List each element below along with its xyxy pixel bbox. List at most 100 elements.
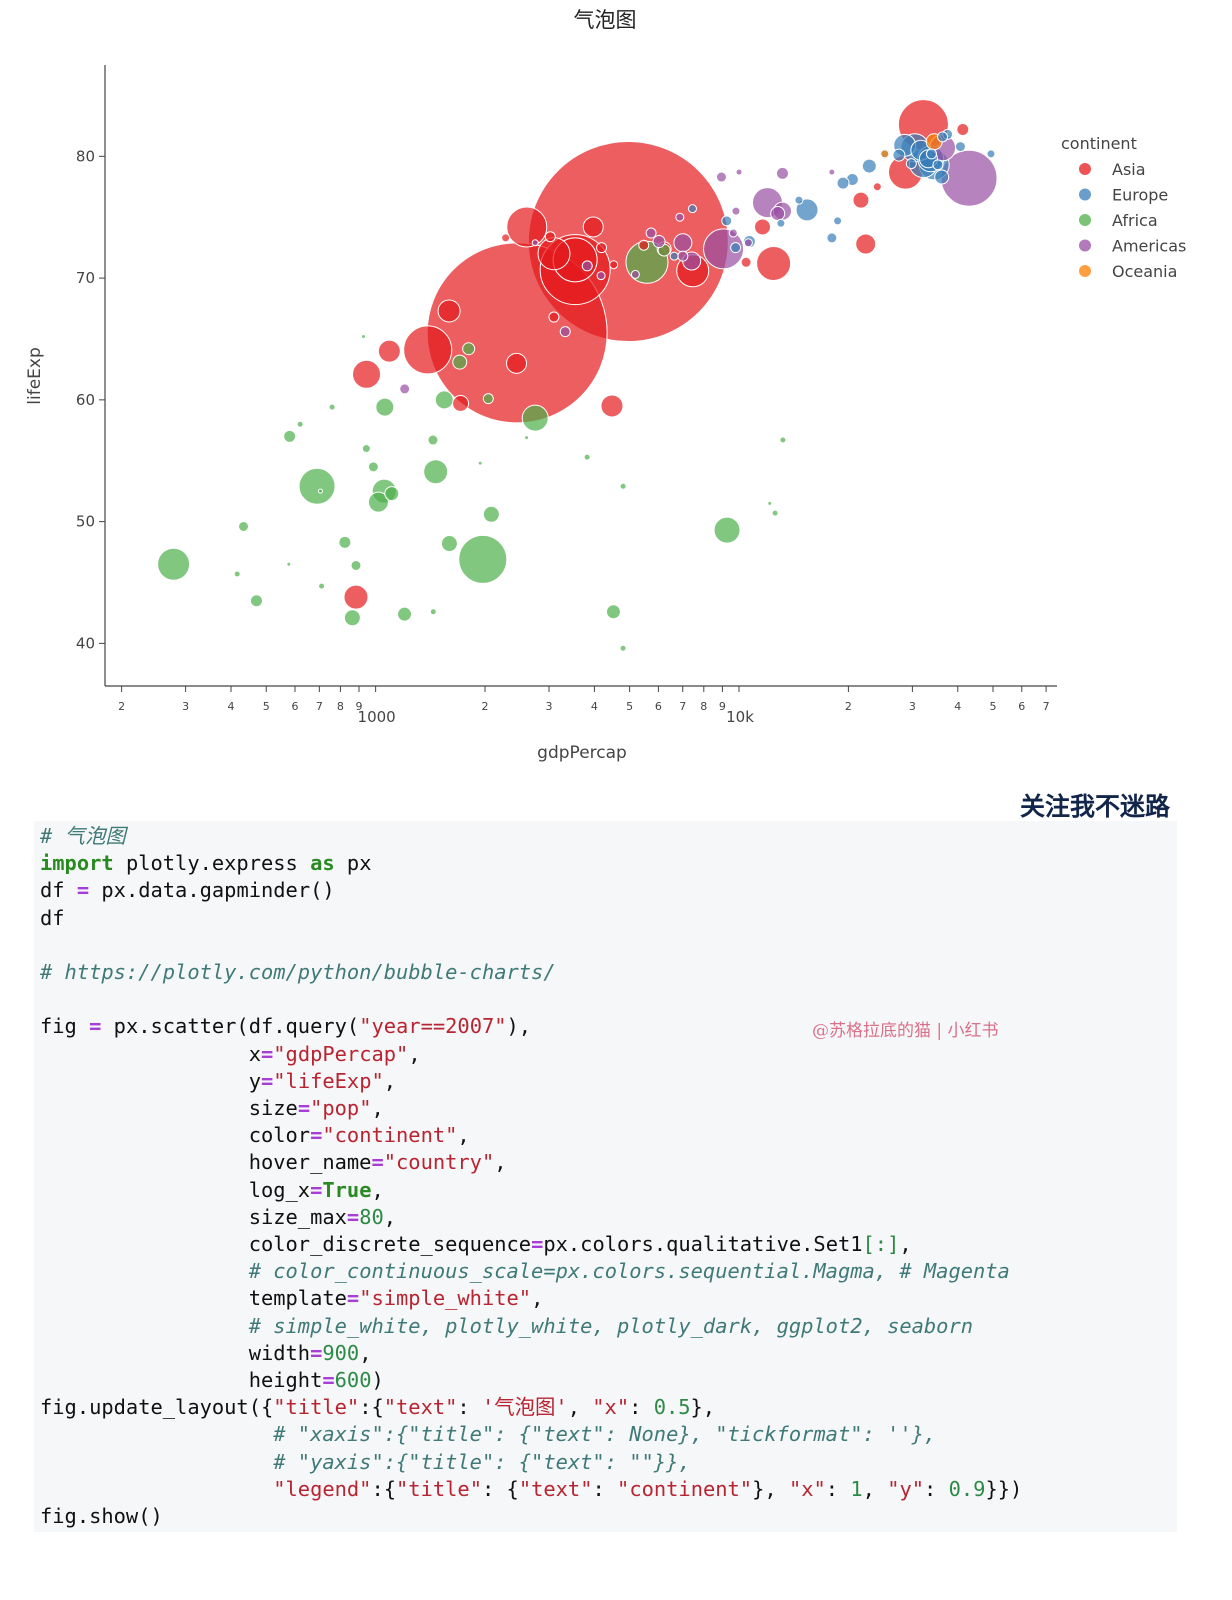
code-line: fig.show() [40, 1504, 163, 1528]
bubble-africa [233, 570, 241, 578]
code-token: color_discrete_sequence [40, 1232, 532, 1257]
code-line: fig = px.scatter(df.query("year==2007"), [40, 1014, 531, 1038]
code-token: = [310, 1340, 323, 1365]
code-line: size_max=80, [40, 1205, 396, 1229]
code-token: : [924, 1476, 949, 1501]
bubble-europe [687, 204, 697, 214]
x-tick-label: 4 [591, 700, 598, 713]
code-token: px.colors.qualitative.Set1 [543, 1232, 863, 1257]
code-token: "continent" [617, 1476, 753, 1501]
code-line: df [40, 906, 65, 930]
bubble-layer [157, 99, 998, 652]
code-token [40, 1314, 249, 1338]
code-token: # 气泡图 [40, 824, 126, 848]
bubble-americas [775, 166, 789, 180]
code-token: }, [690, 1395, 716, 1420]
code-token: 0.9 [948, 1476, 986, 1501]
bubble-asia [437, 299, 461, 323]
bubble-africa [283, 429, 297, 443]
bubble-europe [934, 169, 950, 185]
bubble-africa [423, 459, 449, 485]
code-token: plotly.express [113, 851, 311, 876]
bubble-africa [397, 606, 413, 622]
bubble-asia [501, 233, 511, 243]
code-token: size [40, 1096, 298, 1121]
code-token: , [408, 1041, 421, 1066]
code-token: # https://plotly.com/python/bubble-chart… [40, 960, 556, 985]
code-line: # 气泡图 [40, 824, 126, 848]
code-token [40, 1422, 273, 1446]
code-token: [:] [862, 1232, 900, 1257]
code-token: # "yaxis":{"title": {"text": ""}}, [273, 1449, 691, 1474]
bubble-europe [669, 251, 679, 261]
x-tick-label: 8 [700, 700, 707, 713]
code-token: "text" [518, 1476, 593, 1501]
x-tick-label: 8 [337, 700, 344, 713]
code-token: 80 [359, 1204, 384, 1229]
code-token: "legend" [273, 1476, 372, 1501]
bubble-africa [375, 397, 395, 417]
bubble-americas [735, 168, 743, 176]
code-line: hover_name="country", [40, 1150, 507, 1174]
code-token: = [260, 1068, 274, 1093]
legend-marker [1079, 214, 1091, 226]
bubble-americas [399, 383, 411, 395]
bubble-asia [506, 206, 548, 248]
legend-marker [1079, 239, 1091, 252]
bubble-asia [377, 339, 401, 363]
code-token: , [383, 1068, 397, 1093]
bubble-africa [157, 547, 191, 581]
code-token: : { [481, 1476, 519, 1501]
code-line: color_discrete_sequence=px.colors.qualit… [40, 1232, 912, 1256]
code-line: "legend":{"title": {"text": "continent"}… [40, 1477, 1022, 1501]
x-tick-label: 7 [679, 700, 686, 713]
bubble-americas [677, 250, 689, 262]
code-token: ) [371, 1368, 384, 1393]
bubble-africa [367, 461, 379, 473]
code-token: "gdpPercap" [273, 1041, 409, 1066]
code-token: , [494, 1150, 507, 1175]
code-token: df [40, 905, 65, 930]
bubble-asia [596, 242, 608, 254]
code-line: color="continent", [40, 1123, 470, 1147]
x-tick-label: 6 [1018, 700, 1025, 713]
x-tick-label: 3 [182, 700, 189, 713]
code-token: fig.update_layout({ [40, 1395, 274, 1420]
legend-item-label: Oceania [1112, 262, 1177, 281]
bubble-europe [861, 158, 877, 174]
bubble-americas [770, 206, 786, 222]
x-tick-label: 9 [355, 700, 362, 713]
bubble-africa [427, 434, 439, 446]
code-token: as [310, 851, 335, 876]
code-token: , [899, 1232, 912, 1257]
x-tick-label: 3 [546, 700, 553, 713]
code-token: , [383, 1204, 397, 1229]
bubble-africa [328, 403, 336, 411]
bubble-africa [771, 509, 779, 517]
legend-marker [1079, 265, 1091, 277]
code-token: , [359, 1340, 372, 1365]
code-token: px.scatter(df.query( [101, 1014, 360, 1039]
bubble-africa [440, 535, 458, 553]
bubble-americas [715, 171, 727, 183]
bubble-americas [596, 271, 606, 281]
code-token: = [260, 1041, 274, 1066]
bubble-asia [855, 233, 877, 255]
code-token: height [40, 1368, 323, 1393]
code-line: import plotly.express as px [40, 851, 372, 875]
x-tick-label: 2 [118, 700, 125, 713]
code-token: ), [506, 1014, 532, 1039]
code-token: # simple_white, plotly_white, plotly_dar… [248, 1313, 973, 1338]
bubble-europe [937, 131, 949, 143]
bubble-americas [743, 238, 753, 248]
code-token: 0.5 [653, 1395, 691, 1420]
bubble-africa [286, 561, 292, 567]
code-token: size_max [40, 1204, 347, 1229]
code-token: , [457, 1123, 470, 1148]
bubble-africa [238, 520, 250, 532]
code-token: = [310, 1177, 323, 1202]
code-token: px [334, 851, 372, 876]
code-token: fig.show() [40, 1504, 163, 1529]
